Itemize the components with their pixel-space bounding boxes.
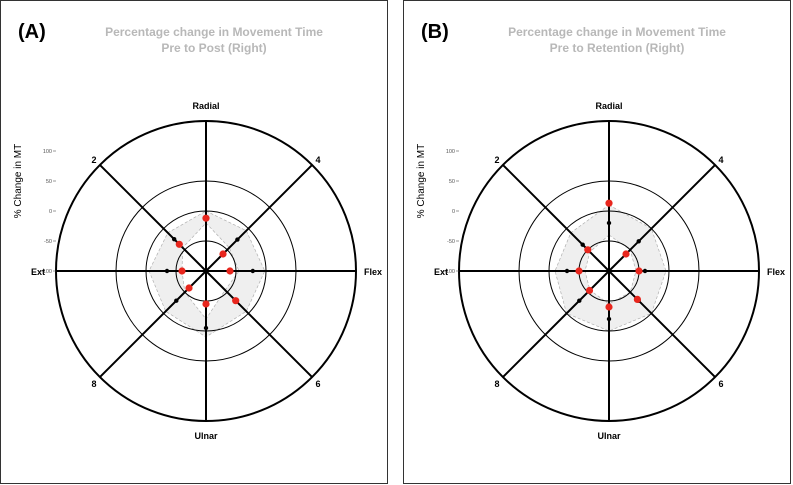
black-point — [172, 237, 177, 242]
r-tick-label: -50 — [44, 239, 52, 245]
r-tick-label: 0 — [452, 209, 455, 215]
direction-label: Ext — [31, 267, 45, 277]
red-point — [585, 286, 594, 295]
spoke-line — [608, 270, 716, 378]
black-point — [250, 268, 255, 274]
direction-label: Flex — [364, 267, 382, 277]
black-point — [235, 237, 240, 242]
panel-label: (A) — [18, 21, 46, 43]
direction-label: 8 — [91, 379, 96, 389]
direction-label: Ext — [434, 267, 448, 277]
r-tick-label: -100 — [41, 269, 52, 275]
r-tick-label: 50 — [449, 179, 455, 185]
red-point — [605, 199, 613, 207]
black-point — [164, 268, 170, 274]
chart-title: Percentage change in Movement Time — [105, 25, 323, 39]
direction-label: Radial — [192, 101, 219, 111]
red-point — [635, 267, 643, 275]
panel-b: (B) Percentage change in Movement Time P… — [403, 0, 791, 484]
direction-label: 8 — [494, 379, 499, 389]
r-tick-label: 100 — [43, 149, 52, 155]
red-point — [226, 267, 234, 275]
red-point — [219, 250, 227, 258]
red-point — [202, 300, 210, 308]
direction-label: Ulnar — [194, 431, 218, 441]
chart-title: Percentage change in Movement Time — [508, 25, 726, 39]
panel-a: (A) Percentage change in Movement Time P… — [0, 0, 388, 484]
black-point — [203, 325, 209, 331]
chart-subtitle: Pre to Post (Right) — [161, 41, 267, 55]
red-point — [202, 214, 210, 222]
black-point — [577, 298, 582, 303]
direction-label: Ulnar — [597, 431, 621, 441]
spoke-line — [502, 164, 610, 272]
r-tick-label: 50 — [46, 179, 52, 185]
black-point — [642, 268, 648, 274]
black-point — [606, 316, 612, 322]
black-point — [580, 242, 585, 247]
direction-label: Flex — [767, 267, 785, 277]
spoke-line — [205, 270, 313, 378]
red-point — [584, 246, 592, 254]
direction-label: 6 — [718, 379, 723, 389]
radar-chart-b: Radial 4 Flex 6 Ulnar 8 Ext 2 100 50 0 -50 -100 % Cha… — [416, 101, 785, 441]
r-tick-label: -100 — [444, 269, 455, 275]
spoke-line — [99, 164, 207, 272]
chart-subtitle: Pre to Retention (Right) — [549, 41, 685, 55]
black-point — [174, 298, 179, 303]
red-point — [622, 250, 630, 258]
direction-label: 2 — [91, 155, 96, 165]
r-tick-label: 0 — [49, 209, 52, 215]
red-point — [605, 303, 613, 311]
black-point — [564, 268, 570, 274]
direction-label: 4 — [718, 155, 723, 165]
red-point — [175, 240, 183, 248]
black-point — [636, 239, 641, 244]
direction-label: 2 — [494, 155, 499, 165]
red-point — [185, 284, 193, 292]
red-point — [232, 297, 240, 305]
r-tick-label: -50 — [447, 239, 455, 245]
red-point — [178, 267, 186, 275]
black-point — [606, 220, 612, 226]
r-tick-label: 100 — [446, 149, 455, 155]
radar-chart-a: Radial 4 Flex 6 Ulnar 8 Ext 2 100 50 0 -50 -100 % Cha… — [13, 101, 382, 441]
red-point — [633, 295, 641, 303]
y-axis-label: % Change in MT — [13, 144, 24, 218]
panel-label: (B) — [421, 21, 449, 43]
y-axis-label: % Change in MT — [416, 144, 427, 218]
direction-label: Radial — [595, 101, 622, 111]
red-point — [575, 267, 583, 275]
direction-label: 4 — [315, 155, 320, 165]
direction-label: 6 — [315, 379, 320, 389]
